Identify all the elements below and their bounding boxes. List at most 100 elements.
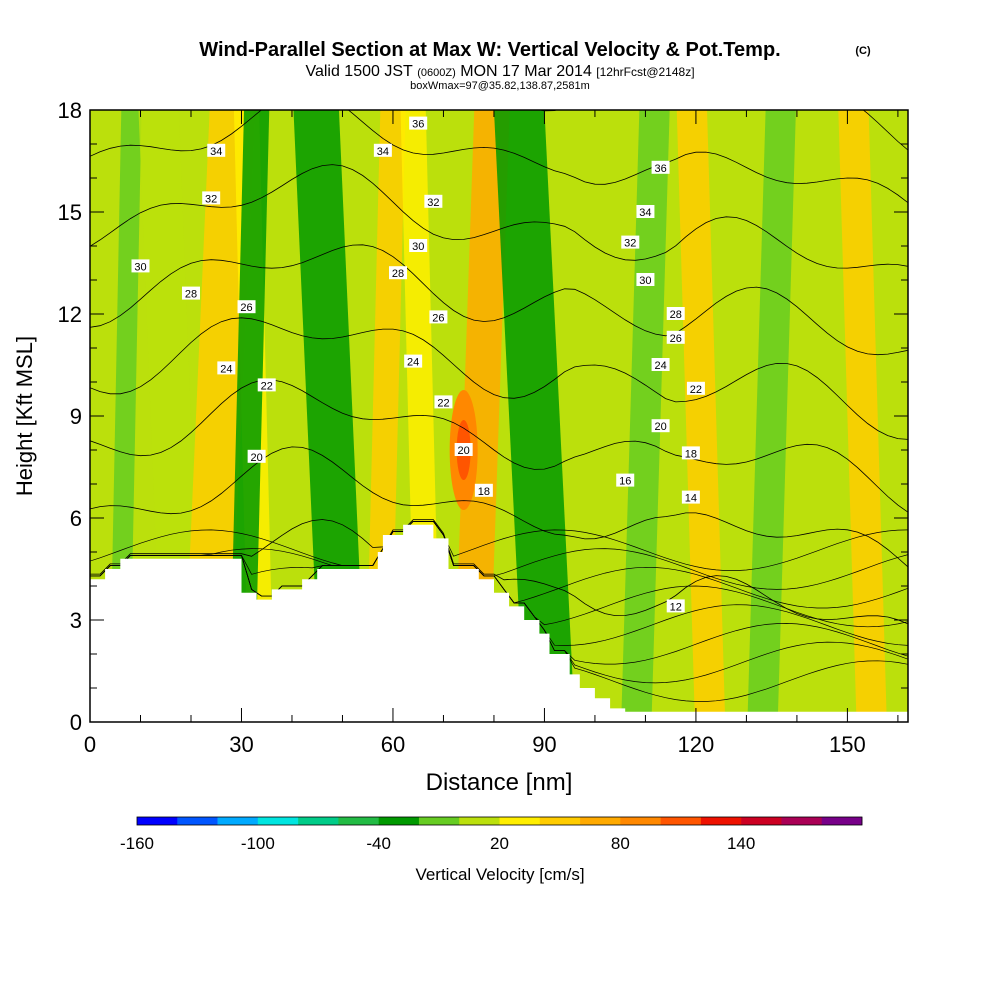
svg-text:22: 22 — [261, 380, 273, 392]
theta-contour — [90, 110, 908, 204]
colorbar-swatch — [741, 817, 782, 825]
x-axis-label: Distance [nm] — [426, 769, 573, 796]
colorbar-swatch — [418, 817, 460, 825]
theta-contour-low — [90, 521, 908, 609]
theta-contour — [90, 244, 908, 356]
theta-contour-label: 32 — [621, 235, 640, 250]
y-axis: 0 36 9 12 15 18 — [58, 98, 908, 735]
theta-contour-label: 24 — [404, 354, 423, 369]
theta-contour — [90, 519, 908, 625]
svg-text:34: 34 — [639, 207, 651, 219]
x-tick-label: 0 — [84, 732, 96, 757]
colorbar-swatch — [378, 817, 420, 825]
chart-subtitle: Valid 1500 JST (0600Z) MON 17 Mar 2014 [… — [305, 63, 694, 80]
svg-text:34: 34 — [210, 146, 222, 158]
svg-text:32: 32 — [624, 238, 636, 250]
subtitle-valid: Valid 1500 JST — [305, 63, 413, 80]
theta-contour-label: 28 — [389, 266, 408, 280]
svg-text:26: 26 — [670, 333, 682, 345]
colorbar-swatch — [821, 817, 863, 825]
svg-text:32: 32 — [205, 193, 217, 205]
y-tick-label: 9 — [70, 404, 82, 429]
w-band — [621, 110, 670, 722]
colorbar-swatch — [781, 817, 823, 825]
theta-contour-label: 36 — [409, 116, 428, 131]
theta-contour-low — [90, 521, 908, 590]
svg-text:36: 36 — [412, 119, 424, 131]
subtitle-date: MON 17 Mar 2014 — [460, 63, 592, 80]
subtitle-utc: (0600Z) — [417, 67, 456, 79]
theta-contour-label: 16 — [616, 473, 635, 488]
svg-text:30: 30 — [639, 275, 651, 287]
y-tick-label: 0 — [70, 710, 82, 735]
theta-contour-label: 14 — [681, 490, 700, 505]
chart-title: Wind-Parallel Section at Max W: Vertical… — [199, 39, 780, 61]
svg-text:22: 22 — [437, 397, 449, 409]
svg-text:26: 26 — [240, 302, 252, 314]
y-axis-label: Height [Kft MSL] — [12, 336, 37, 496]
theta-contour-label: 22 — [686, 381, 705, 396]
theta-contour-label: 32 — [424, 194, 443, 209]
colorbar-tick-label: 80 — [611, 834, 630, 853]
theta-contour-label: 12 — [666, 599, 685, 613]
terrain-mask — [90, 524, 908, 722]
theta-contour-label: 34 — [207, 143, 226, 158]
theta-contour-low — [90, 521, 908, 571]
colorbar-swatch — [217, 817, 259, 825]
chart-subtitle-2: boxWmax=97@35.82,138.87,2581m — [410, 80, 590, 92]
colorbar-swatch — [298, 817, 339, 825]
colorbar-frame — [136, 816, 863, 826]
svg-text:28: 28 — [670, 309, 682, 321]
theta-contour — [90, 317, 908, 440]
colorbar-tick-label: 20 — [490, 834, 509, 853]
w-band — [747, 110, 796, 722]
svg-text:24: 24 — [407, 357, 419, 369]
svg-text:12: 12 — [670, 601, 682, 613]
colorbar-swatch — [459, 817, 500, 825]
svg-text:24: 24 — [654, 360, 666, 372]
colorbar-label: Vertical Velocity [cm/s] — [415, 865, 584, 884]
copyright-mark: (C) — [855, 45, 871, 57]
subtitle-forecast: [12hrFcst@2148z] — [596, 65, 694, 79]
colorbar-swatch — [137, 817, 178, 825]
theta-contour-label: 30 — [131, 259, 150, 273]
theta-contour-label: 26 — [237, 300, 256, 314]
svg-text:18: 18 — [478, 486, 490, 498]
x-tick-label: 30 — [229, 732, 253, 757]
svg-text:34: 34 — [377, 146, 389, 158]
theta-contour-label: 32 — [202, 191, 221, 205]
colorbar-swatch — [177, 817, 218, 825]
x-tick-label: 120 — [678, 732, 715, 757]
theta-contour-label: 26 — [666, 330, 685, 345]
theta-contour-label: 22 — [434, 395, 453, 409]
colorbar-tick-label: -100 — [241, 834, 275, 853]
colorbar-swatch — [257, 817, 299, 825]
svg-text:22: 22 — [690, 384, 702, 396]
w-band — [493, 110, 575, 722]
theta-contour-label: 24 — [217, 361, 236, 375]
theta-contour — [90, 446, 908, 568]
colorbar-swatch — [338, 817, 379, 825]
colorbar-swatch — [660, 817, 702, 825]
w-band — [676, 110, 726, 722]
theta-contour-label: 34 — [373, 143, 392, 158]
colorbar: -160 -100 -40 20 80 140 — [120, 816, 863, 853]
theta-contour-label: 18 — [474, 483, 493, 498]
theta-contour-label: 18 — [681, 446, 700, 460]
y-tick-label: 15 — [58, 200, 82, 225]
colorbar-swatch — [580, 817, 621, 825]
theta-contour — [90, 164, 908, 269]
w-band — [838, 110, 887, 722]
theta-contour-label: 30 — [636, 273, 655, 287]
theta-contour-label: 28 — [666, 307, 685, 321]
x-tick-label: 150 — [829, 732, 866, 757]
theta-contour-label: 22 — [257, 378, 276, 392]
svg-text:28: 28 — [185, 289, 197, 301]
x-tick-label: 90 — [532, 732, 556, 757]
svg-text:16: 16 — [619, 476, 631, 488]
y-tick-label: 6 — [70, 506, 82, 531]
svg-text:20: 20 — [654, 421, 666, 433]
y-tick-label: 12 — [58, 302, 82, 327]
svg-text:24: 24 — [220, 363, 232, 375]
